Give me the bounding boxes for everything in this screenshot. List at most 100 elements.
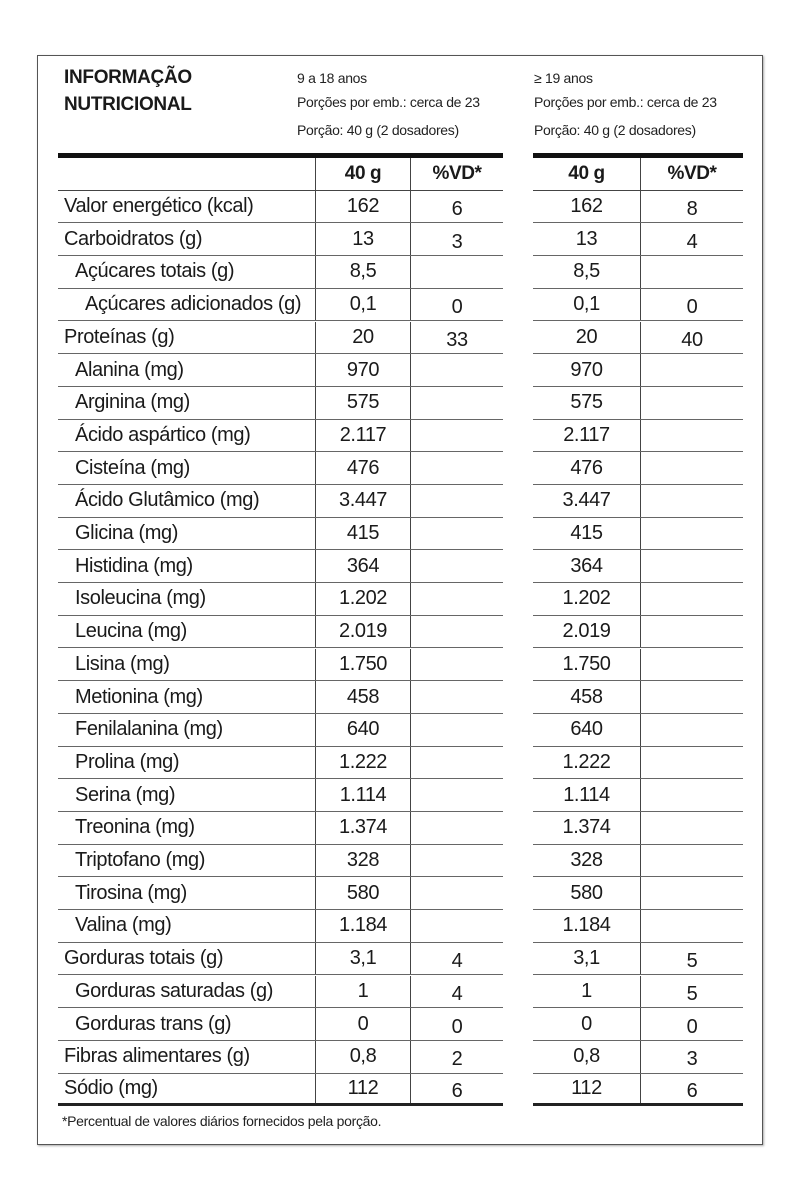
nutrient-label: Sódio (mg) [64,1076,158,1099]
amount-value: 1.184 [315,910,410,942]
amount-value: 1 [581,979,592,1002]
table-row: 328 [533,844,743,878]
vd-value [410,812,503,844]
amount-value: 2.117 [315,419,410,452]
table-row: 1.202 [533,583,743,616]
table-row: 112 6 [533,1073,743,1107]
amount-value: 8,5 [315,256,410,288]
vd-value [640,746,743,779]
vd-value [640,877,743,910]
vd-value [410,419,503,452]
table-row: Prolina (mg) 1.222 [58,746,503,780]
amount-value: 162 [570,195,603,218]
table-row: 640 [533,713,743,747]
table-row: 580 [533,877,743,911]
label-header [58,158,315,190]
table-row: 0,8 3 [533,1040,743,1074]
vd-value: 4 [410,975,503,1008]
vd-value [410,648,503,681]
nutrient-label: Fibras alimentares (g) [64,1045,250,1068]
table-row: Tirosina (mg) 580 [58,877,503,911]
vd-value [410,517,503,550]
table-row: 415 [533,517,743,551]
amount-value: 364 [315,550,410,583]
nutrient-label: Açúcares totais (g) [75,260,235,283]
amount-value: 8,5 [573,260,600,283]
nutrient-label: Lisina (mg) [75,652,170,675]
amount-value: 970 [570,358,603,381]
vd-value [640,419,743,452]
amount-value: 20 [575,325,598,348]
nutrient-label: Alanina (mg) [75,358,184,381]
amount-value: 1.184 [562,914,611,937]
table-row: 40 g %VD* [533,158,743,191]
servings-per-package: Porções por emb.: cerca de 23 [534,94,717,110]
vd-value [640,910,743,942]
table-row: Glicina (mg) 415 [58,517,503,551]
vd-value [410,844,503,877]
vd-value [410,452,503,484]
table-row: 3,1 5 [533,942,743,976]
vd-value: 0 [640,1008,743,1040]
table-row: 13 4 [533,223,743,257]
table-row: 458 [533,681,743,714]
amount-value: 0 [581,1012,592,1035]
amount-value: 458 [315,681,410,713]
label-title: INFORMAÇÃO NUTRICIONAL [64,64,192,118]
amount-value: 13 [575,227,598,250]
table-row: Carboidratos (g) 13 3 [58,223,503,257]
vd-value [410,485,503,517]
vd-value [410,681,503,713]
amount-value: 3,1 [315,942,410,975]
vd-value [410,386,503,419]
amount-value: 1.202 [562,587,611,610]
nutrient-label: Serina (mg) [75,783,176,806]
vd-header: %VD* [410,158,503,190]
amount-value: 476 [570,456,603,479]
nutrient-label: Arginina (mg) [75,391,190,414]
vd-value: 3 [640,1040,743,1073]
vd-value: 5 [640,975,743,1008]
vd-value [410,910,503,942]
table-row: Valor energético (kcal) 162 6 [58,190,503,224]
table-row: Valina (mg) 1.184 [58,910,503,943]
table-row: Proteínas (g) 20 33 [58,321,503,355]
amount-value: 0,8 [315,1040,410,1073]
nutrient-label: Leucina (mg) [75,620,187,643]
amount-value: 2.019 [562,620,611,643]
amount-value: 112 [571,1076,602,1099]
vd-value [410,779,503,811]
amount-value: 1.222 [562,750,611,773]
vd-value [640,615,743,648]
table-row: Isoleucina (mg) 1.202 [58,583,503,616]
amount-value: 1.222 [315,746,410,779]
portion-size: Porção: 40 g (2 dosadores) [534,122,696,138]
vd-value: 4 [410,942,503,975]
amount-value: 20 [315,321,410,354]
nutrient-label: Carboidratos (g) [64,227,203,250]
vd-value [640,681,743,713]
vd-value [640,779,743,811]
nutrient-label: Glicina (mg) [75,522,178,545]
table-row: Açúcares adicionados (g) 0,1 0 [58,288,503,322]
amount-value: 1.374 [562,816,611,839]
vd-value [410,256,503,288]
nutrient-label: Isoleucina (mg) [75,587,206,610]
vd-value: 2 [410,1040,503,1073]
table-row: Serina (mg) 1.114 [58,779,503,812]
nutrient-label: Valina (mg) [75,914,172,937]
vd-value [410,354,503,386]
table-row: Histidina (mg) 364 [58,550,503,584]
table-row: 20 40 [533,321,743,355]
nutrient-label: Gorduras totais (g) [64,947,224,970]
table-row: Triptofano (mg) 328 [58,844,503,878]
amount-value: 1.202 [315,583,410,615]
vd-value: 0 [410,288,503,321]
vd-value [410,746,503,779]
table-row: 2.117 [533,419,743,453]
vd-value: 0 [410,1008,503,1040]
amount-value: 1.374 [315,812,410,844]
table-row: Ácido Glutâmico (mg) 3.447 [58,485,503,518]
